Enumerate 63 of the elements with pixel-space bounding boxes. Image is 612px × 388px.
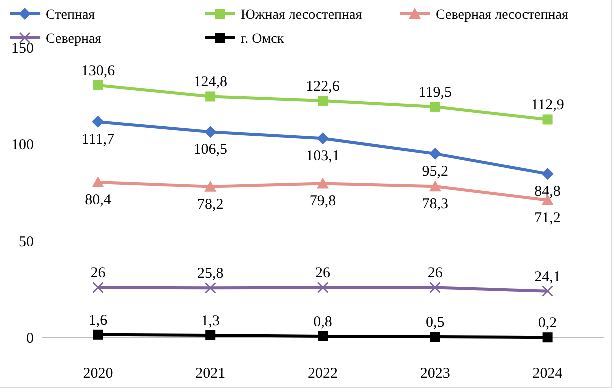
data-label: 26 (316, 266, 331, 282)
data-label: 71,2 (534, 210, 561, 226)
point (206, 92, 216, 102)
data-label: 0,8 (314, 314, 332, 330)
y-tick-label: 150 (12, 41, 34, 57)
data-label: 80,4 (85, 192, 112, 209)
point (317, 282, 329, 294)
point (542, 286, 554, 298)
x-tick-label: 2022 (308, 366, 338, 382)
point (317, 178, 329, 189)
point (318, 331, 328, 342)
data-label: 119,5 (418, 84, 452, 101)
point (542, 168, 554, 180)
point (204, 126, 217, 138)
point (204, 180, 217, 192)
legend-label: г. Омск (241, 32, 284, 47)
point (204, 282, 216, 294)
x-tick-label: 2024 (532, 366, 564, 382)
legend-label: Северная лесостепная (436, 8, 569, 23)
data-label: 84,8 (534, 184, 561, 200)
x-tick-label: 2021 (196, 366, 226, 382)
y-tick-label: 0 (26, 331, 34, 347)
data-label: 95,2 (422, 164, 449, 180)
x-tick-label: 2023 (420, 366, 450, 382)
point (317, 132, 329, 145)
data-label: 111,7 (82, 132, 116, 148)
point (92, 176, 104, 188)
point (542, 114, 553, 125)
data-label: 130,6 (81, 64, 116, 80)
point (542, 332, 553, 343)
data-label: 26 (90, 266, 106, 282)
point (430, 332, 440, 342)
point (206, 330, 216, 340)
legend-label: Степная (46, 8, 96, 23)
data-label: 0,5 (426, 315, 445, 332)
data-label: 0,2 (538, 316, 558, 332)
legend-label: Северная (46, 32, 102, 47)
data-label: 124,8 (194, 74, 228, 91)
data-label: 25,8 (197, 266, 224, 282)
point (429, 148, 442, 160)
legend-label: Южная лесостепная (241, 8, 363, 23)
data-label: 78,3 (422, 196, 449, 213)
data-label: 112,9 (531, 98, 564, 114)
data-label: 122,6 (306, 78, 340, 95)
data-label: 1,6 (88, 312, 108, 329)
data-label: 79,8 (310, 194, 336, 210)
data-label: 26 (428, 266, 444, 282)
data-label: 24,1 (534, 269, 561, 286)
point (429, 180, 442, 192)
data-label: 1,3 (201, 313, 220, 330)
point (430, 102, 440, 112)
data-label: 78,2 (197, 196, 224, 213)
point (93, 330, 104, 340)
point (92, 282, 104, 294)
point (430, 282, 442, 294)
point (92, 116, 104, 128)
x-tick-label: 2020 (83, 366, 114, 382)
data-label: 106,5 (194, 142, 228, 158)
y-tick-label: 100 (12, 138, 34, 154)
point (318, 96, 328, 106)
data-label: 103,1 (306, 148, 340, 165)
point (93, 80, 104, 91)
y-tick-label: 50 (19, 234, 34, 250)
